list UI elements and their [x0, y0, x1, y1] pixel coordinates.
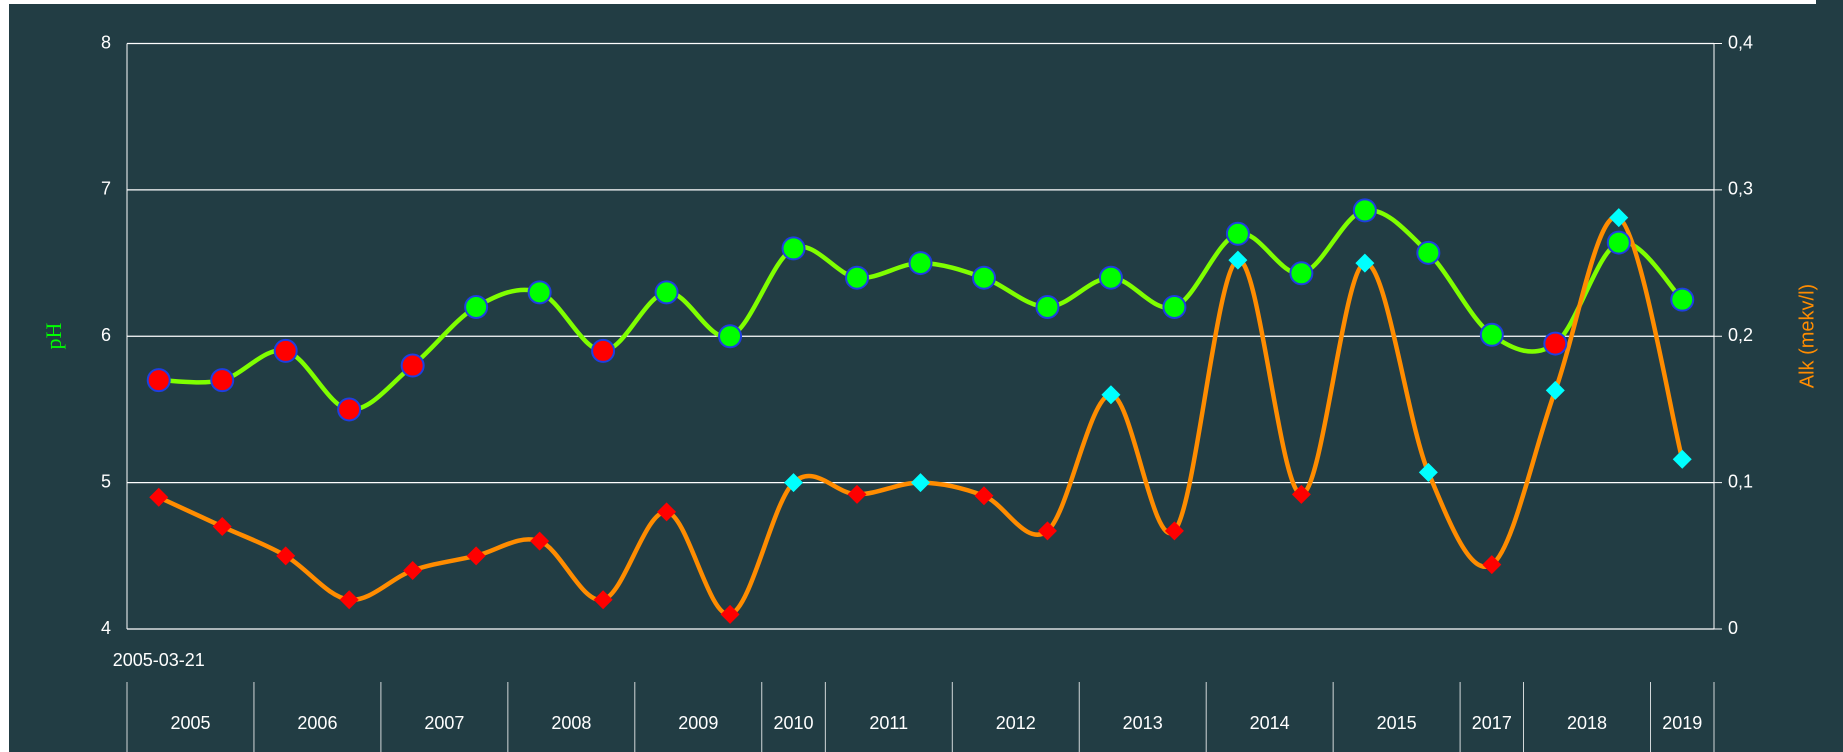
- ph-marker: [718, 324, 743, 349]
- x-tick-label: 2005-03-21: [113, 650, 205, 670]
- y2-axis-label: Alk (mekv/l): [1796, 284, 1818, 388]
- x-group-label: 2005: [170, 713, 210, 733]
- x-group-label: 2010: [774, 713, 814, 733]
- ph-marker: [273, 338, 298, 363]
- alk-marker: [593, 590, 613, 610]
- y-tick-label: 8: [101, 32, 111, 52]
- ph-marker: [1416, 240, 1441, 265]
- x-group-label: 2019: [1662, 713, 1702, 733]
- alk-marker: [1228, 250, 1248, 270]
- alk-marker: [149, 487, 169, 507]
- ph-marker: [400, 353, 425, 378]
- alk-marker: [1101, 385, 1121, 405]
- ph-marker: [1543, 331, 1568, 356]
- y-tick-label: 7: [101, 179, 111, 199]
- ph-marker: [1162, 294, 1187, 319]
- alk-marker: [1545, 380, 1565, 400]
- ph-marker: [1670, 287, 1695, 312]
- ph-marker: [1352, 198, 1377, 223]
- chart-background: [9, 0, 1843, 752]
- alk-marker: [1164, 521, 1184, 541]
- alk-marker: [974, 486, 994, 506]
- x-group-label: 2012: [996, 713, 1036, 733]
- ph-marker: [146, 368, 171, 393]
- y-tick-label: 4: [101, 618, 111, 638]
- alk-marker: [1482, 555, 1502, 575]
- ph-marker: [1606, 230, 1631, 255]
- y-tick-label: 6: [101, 325, 111, 345]
- y2-tick-label: 0: [1728, 618, 1738, 638]
- x-group-label: 2006: [297, 713, 337, 733]
- top-bar: [9, 0, 1816, 4]
- alk-marker: [720, 604, 740, 624]
- y2-tick-label: 0,4: [1728, 32, 1753, 52]
- ph-marker: [337, 397, 362, 422]
- ph-marker: [908, 251, 933, 276]
- ph-marker: [464, 294, 489, 319]
- ph-marker: [527, 280, 552, 305]
- alk-marker: [911, 473, 930, 493]
- alk-marker: [466, 546, 486, 566]
- ph-marker: [1098, 265, 1123, 290]
- x-group-label: 2014: [1250, 713, 1290, 733]
- y-axis-label: pH: [41, 322, 66, 349]
- x-group-label: 2017: [1472, 713, 1512, 733]
- alk-marker: [403, 560, 423, 580]
- alk-marker: [847, 484, 867, 504]
- x-group-label: 2015: [1377, 713, 1417, 733]
- x-group-label: 2009: [678, 713, 718, 733]
- x-group-label: 2008: [551, 713, 591, 733]
- alk-marker: [1355, 253, 1375, 273]
- ph-marker: [1479, 322, 1504, 347]
- alk-marker: [212, 517, 232, 537]
- alk-marker: [784, 473, 804, 493]
- alk-marker: [1609, 208, 1629, 228]
- alk-marker: [530, 531, 550, 551]
- ph-marker: [845, 265, 870, 290]
- ph-marker: [1225, 221, 1250, 246]
- ph-marker: [1035, 294, 1060, 319]
- alk-marker: [1037, 521, 1057, 541]
- ph-marker: [1289, 261, 1314, 286]
- y-tick-label: 5: [101, 471, 111, 491]
- ph-marker: [971, 265, 996, 290]
- alk-marker: [339, 590, 359, 610]
- x-group-label: 2013: [1123, 713, 1163, 733]
- x-group-label: 2018: [1567, 713, 1607, 733]
- alk-marker: [276, 546, 296, 566]
- x-group-label: 2007: [424, 713, 464, 733]
- alk-marker: [1418, 462, 1438, 482]
- ph-marker: [210, 368, 235, 393]
- alk-marker: [1672, 449, 1692, 469]
- y2-tick-label: 0,2: [1728, 325, 1753, 345]
- ph-marker: [654, 280, 679, 305]
- y2-tick-label: 0,3: [1728, 179, 1753, 199]
- ph-marker: [591, 338, 616, 363]
- ph-marker: [781, 236, 806, 261]
- alk-marker: [657, 502, 677, 522]
- x-group-label: 2011: [869, 713, 908, 733]
- alk-marker: [1291, 484, 1311, 504]
- y2-tick-label: 0,1: [1728, 471, 1753, 491]
